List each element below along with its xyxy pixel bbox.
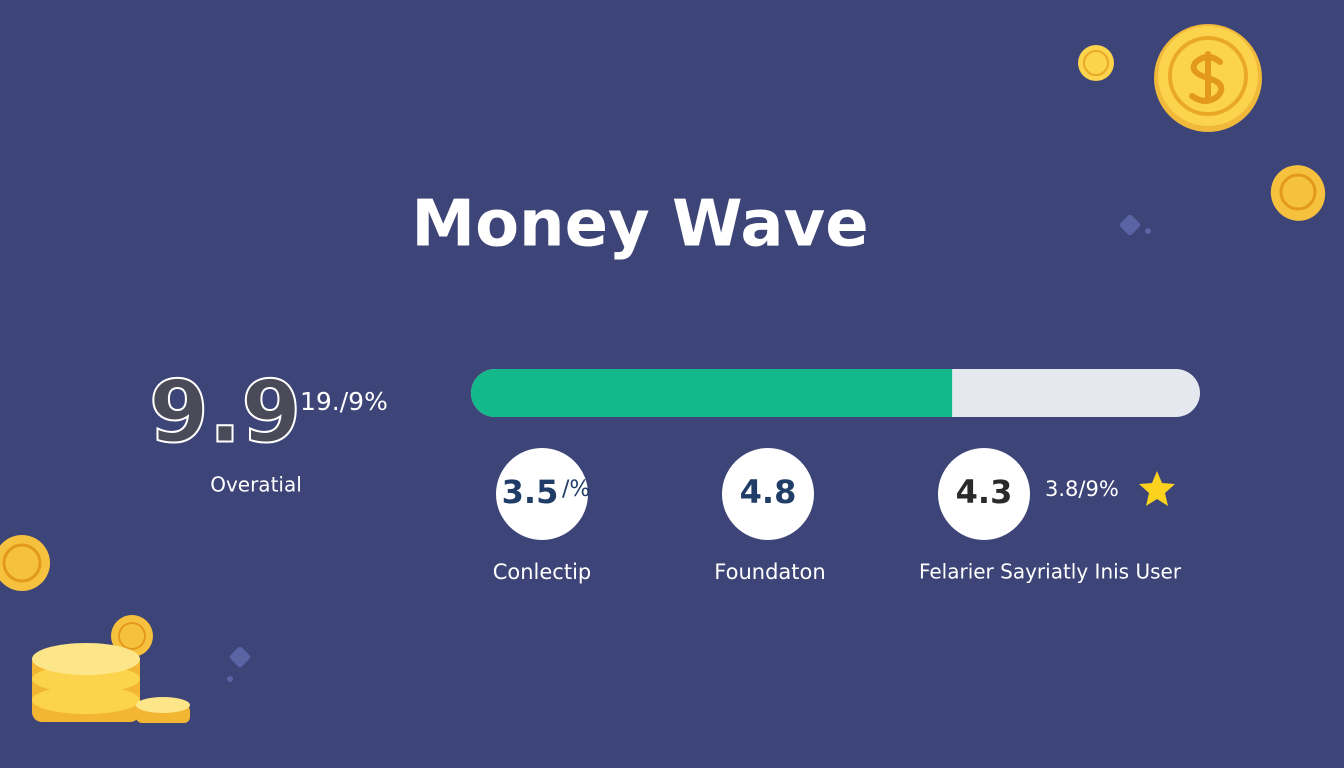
metric-side: 3.8/9% — [1045, 477, 1119, 501]
overall-side: 19./9% — [300, 387, 388, 416]
metric-value: 4.8 — [740, 473, 797, 511]
metric-label: Conlectip — [493, 560, 592, 584]
metric: 4.3 3.8/9% Felarier Sayriatly Inis User — [919, 448, 1182, 584]
metric-value: 3.5 — [502, 473, 559, 511]
title: Money Wave — [411, 188, 868, 262]
metric-label: Felarier Sayriatly Inis User — [919, 560, 1182, 584]
metric-badge — [938, 448, 1030, 540]
overall-label: Overatial — [210, 473, 302, 497]
progress-fill — [471, 369, 953, 417]
metric: 4.8 Foundaton — [714, 448, 826, 584]
metric-badge — [496, 448, 588, 540]
coin-decoration — [0, 24, 1326, 723]
progress-bar — [471, 369, 1200, 417]
metric: 3.5 /% Conlectip — [493, 448, 592, 584]
metric-badge — [722, 448, 814, 540]
metric-suffix: /% — [562, 477, 590, 502]
metric-value: 4.3 — [956, 473, 1013, 511]
overall-score: 9.9 — [149, 362, 301, 462]
star-icon — [1139, 471, 1175, 506]
metric-label: Foundaton — [714, 560, 825, 584]
